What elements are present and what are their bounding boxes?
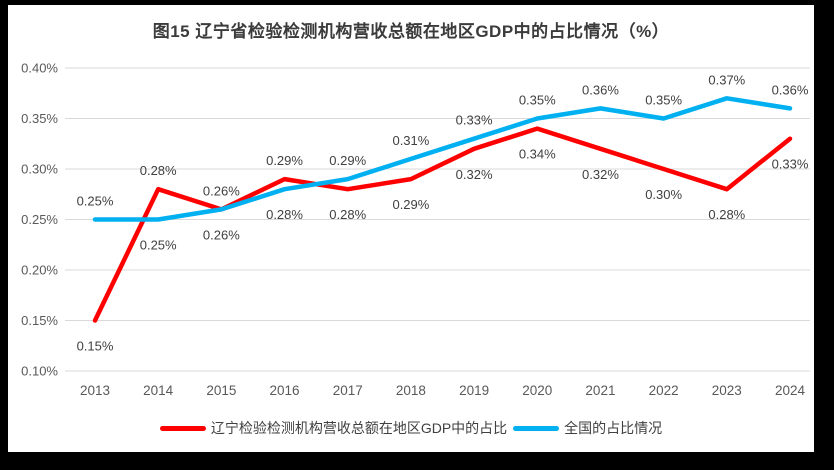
legend: 辽宁检验检测机构营收总额在地区GDP中的占比 全国的占比情况 bbox=[8, 418, 814, 438]
chart-title: 图15 辽宁省检验检测机构营收总额在地区GDP中的占比情况（%） bbox=[152, 22, 670, 41]
legend-item-national: 全国的占比情况 bbox=[513, 418, 662, 438]
chart-area: 图15 辽宁省检验检测机构营收总额在地区GDP中的占比情况（%） 辽宁检验检测机… bbox=[8, 5, 814, 452]
legend-line-red-icon bbox=[159, 425, 206, 431]
legend-label-national: 全国的占比情况 bbox=[564, 420, 663, 436]
legend-line-blue-icon bbox=[513, 425, 560, 431]
legend-item-liaoning: 辽宁检验检测机构营收总额在地区GDP中的占比 bbox=[159, 418, 508, 438]
legend-label-liaoning: 辽宁检验检测机构营收总额在地区GDP中的占比 bbox=[210, 420, 508, 436]
